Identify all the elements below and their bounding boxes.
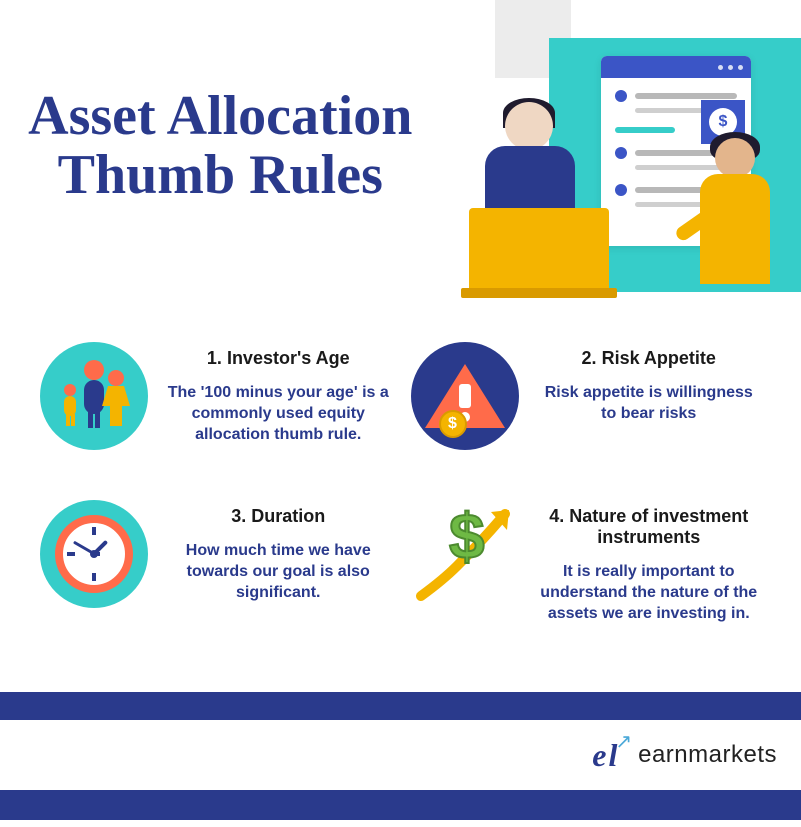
- rule-item-1: 1. Investor's Age The '100 minus your ag…: [40, 342, 391, 450]
- rules-grid: 1. Investor's Age The '100 minus your ag…: [0, 292, 801, 654]
- rule-title: 2. Risk Appetite: [537, 348, 762, 369]
- person-left-illustration: [469, 102, 589, 292]
- rule-desc: How much time we have towards our goal i…: [166, 541, 391, 603]
- footer-band-top: [0, 692, 801, 720]
- brand-arrow-icon: ↗: [615, 729, 632, 754]
- rule-desc: Risk appetite is willingness to bear ris…: [537, 383, 762, 425]
- footer-band-bottom: [0, 790, 801, 820]
- brand-rest: earnmarkets: [638, 741, 777, 769]
- rule-title: 4. Nature of investment instruments: [537, 506, 762, 548]
- rule-desc: The '100 minus your age' is a commonly u…: [166, 383, 391, 445]
- svg-text:$: $: [449, 500, 485, 572]
- clock-icon: [40, 500, 148, 608]
- page-title: Asset Allocation Thumb Rules: [20, 87, 421, 205]
- hero-section: Asset Allocation Thumb Rules $: [0, 0, 801, 292]
- brand-prefix: e: [592, 737, 606, 774]
- rule-desc: It is really important to understand the…: [537, 562, 762, 624]
- risk-icon: $: [411, 342, 519, 450]
- family-icon: [40, 342, 148, 450]
- person-right-illustration: [685, 132, 785, 292]
- laptop-icon: [469, 208, 609, 292]
- hero-left: Asset Allocation Thumb Rules: [0, 0, 441, 292]
- rule-title: 3. Duration: [166, 506, 391, 527]
- hero-illustration: $: [441, 0, 801, 292]
- rule-title: 1. Investor's Age: [166, 348, 391, 369]
- rule-item-4: $ 4. Nature of investment instruments It…: [411, 500, 762, 624]
- brand-logo: e l ↗ earnmarkets: [592, 737, 777, 774]
- rule-item-2: $ 2. Risk Appetite Risk appetite is will…: [411, 342, 762, 450]
- rule-item-3: 3. Duration How much time we have toward…: [40, 500, 391, 624]
- footer-logo-area: e l ↗ earnmarkets: [0, 720, 801, 790]
- dollar-growth-icon: $: [411, 500, 519, 608]
